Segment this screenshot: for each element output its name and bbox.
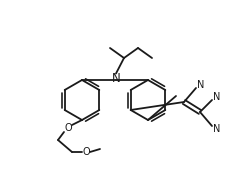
Text: N: N xyxy=(197,80,205,90)
Text: N: N xyxy=(213,92,221,102)
Text: N: N xyxy=(213,124,221,134)
Text: N: N xyxy=(112,73,120,86)
Text: O: O xyxy=(64,123,72,133)
Text: O: O xyxy=(82,147,90,157)
